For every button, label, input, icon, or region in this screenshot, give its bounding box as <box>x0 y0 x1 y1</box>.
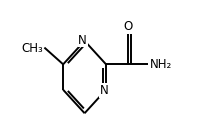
Text: CH₃: CH₃ <box>21 42 43 55</box>
Text: O: O <box>124 20 133 33</box>
Text: N: N <box>100 84 108 97</box>
Text: NH₂: NH₂ <box>150 58 172 71</box>
Text: N: N <box>78 34 87 47</box>
